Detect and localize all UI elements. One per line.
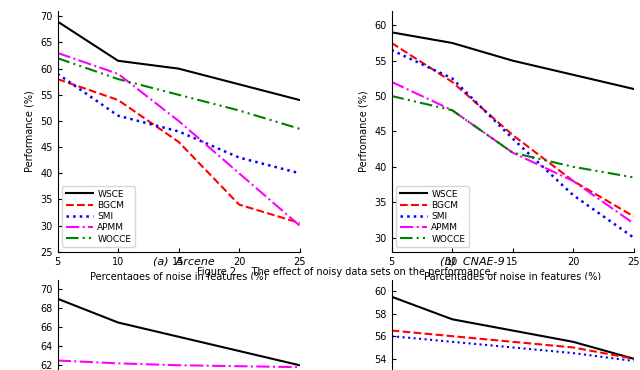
APMM bbox=[569, 179, 577, 183]
Text: Figure 2.    The effect of noisy data sets on the performance.: Figure 2. The effect of noisy data sets … bbox=[197, 267, 494, 277]
WOCCE bbox=[54, 56, 61, 60]
Line: WOCCE: WOCCE bbox=[392, 96, 634, 177]
BGCM bbox=[569, 179, 577, 183]
SMI bbox=[54, 72, 61, 76]
Text: (b)  CNAE-9: (b) CNAE-9 bbox=[440, 257, 505, 267]
BGCM bbox=[388, 41, 396, 45]
APMM bbox=[54, 51, 61, 55]
WSCE bbox=[115, 58, 122, 63]
WOCCE bbox=[175, 92, 182, 97]
X-axis label: Parcentages of noise in features (%): Parcentages of noise in features (%) bbox=[424, 272, 601, 282]
APMM bbox=[448, 108, 456, 112]
Y-axis label: Perfromance (%): Perfromance (%) bbox=[358, 91, 369, 172]
WOCCE bbox=[569, 165, 577, 169]
APMM bbox=[388, 80, 396, 84]
SMI bbox=[388, 48, 396, 52]
WSCE bbox=[296, 98, 303, 102]
WSCE bbox=[509, 58, 516, 63]
SMI bbox=[509, 136, 516, 141]
Line: WSCE: WSCE bbox=[392, 32, 634, 89]
APMM bbox=[630, 221, 637, 226]
WSCE bbox=[569, 73, 577, 77]
WSCE bbox=[388, 30, 396, 34]
Line: WSCE: WSCE bbox=[58, 21, 300, 100]
Y-axis label: Performance (%): Performance (%) bbox=[25, 91, 35, 172]
BGCM bbox=[509, 133, 516, 137]
Text: (a)  Arcene: (a) Arcene bbox=[154, 257, 215, 267]
WOCCE bbox=[236, 108, 243, 113]
Line: APMM: APMM bbox=[58, 53, 300, 226]
WSCE bbox=[175, 67, 182, 71]
WOCCE bbox=[630, 175, 637, 179]
Line: BGCM: BGCM bbox=[58, 79, 300, 223]
WOCCE bbox=[296, 127, 303, 131]
APMM bbox=[236, 171, 243, 175]
Legend: WSCE, BGCM, SMI, APMM, WOCCE: WSCE, BGCM, SMI, APMM, WOCCE bbox=[62, 186, 135, 247]
SMI bbox=[448, 76, 456, 81]
WOCCE bbox=[115, 77, 122, 81]
X-axis label: Percentages of noise in features (%): Percentages of noise in features (%) bbox=[90, 272, 267, 282]
BGCM bbox=[115, 98, 122, 102]
BGCM bbox=[54, 77, 61, 81]
SMI bbox=[115, 114, 122, 118]
SMI bbox=[569, 193, 577, 197]
SMI bbox=[175, 129, 182, 134]
BGCM bbox=[175, 139, 182, 144]
WOCCE bbox=[448, 108, 456, 112]
WSCE bbox=[236, 82, 243, 87]
BGCM bbox=[448, 80, 456, 84]
APMM bbox=[115, 72, 122, 76]
SMI bbox=[236, 155, 243, 160]
Line: SMI: SMI bbox=[392, 50, 634, 238]
SMI bbox=[630, 235, 637, 240]
WSCE bbox=[54, 19, 61, 24]
WSCE bbox=[448, 41, 456, 45]
Line: BGCM: BGCM bbox=[392, 43, 634, 216]
WOCCE bbox=[509, 151, 516, 155]
Line: WOCCE: WOCCE bbox=[58, 58, 300, 129]
Legend: WSCE, BGCM, SMI, APMM, WOCCE: WSCE, BGCM, SMI, APMM, WOCCE bbox=[396, 186, 469, 247]
BGCM bbox=[296, 221, 303, 225]
BGCM bbox=[630, 214, 637, 219]
APMM bbox=[509, 151, 516, 155]
BGCM bbox=[236, 202, 243, 207]
APMM bbox=[296, 223, 303, 228]
Line: SMI: SMI bbox=[58, 74, 300, 173]
SMI bbox=[296, 171, 303, 175]
WSCE bbox=[630, 87, 637, 91]
Line: APMM: APMM bbox=[392, 82, 634, 223]
WOCCE bbox=[388, 94, 396, 98]
APMM bbox=[175, 119, 182, 123]
